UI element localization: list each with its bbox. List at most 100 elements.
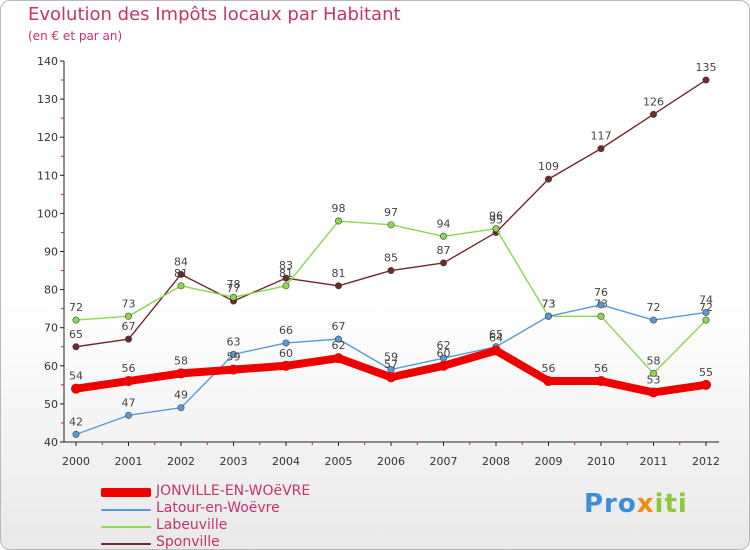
data-point: [281, 360, 291, 371]
legend-swatch: [101, 488, 151, 497]
data-label: 76: [594, 286, 608, 299]
data-point: [387, 221, 395, 229]
proxiti-logo: Proxiti: [584, 489, 688, 519]
data-point: [387, 267, 395, 275]
data-point: [125, 312, 133, 320]
data-point: [544, 175, 552, 183]
data-label: 62: [437, 339, 451, 352]
data-label: 74: [699, 293, 713, 306]
x-tick-label: 2000: [62, 455, 90, 468]
data-label: 55: [699, 366, 713, 379]
x-tick-label: 2005: [325, 455, 353, 468]
data-point: [334, 335, 342, 343]
logo-part-iti: iti: [654, 489, 688, 519]
data-label: 63: [227, 335, 241, 348]
data-label: 47: [122, 396, 136, 409]
data-point: [649, 369, 657, 377]
data-label: 135: [696, 61, 717, 74]
x-tick-label: 2007: [430, 455, 458, 468]
legend-swatch: [101, 509, 151, 511]
data-point: [72, 343, 80, 351]
data-point: [648, 387, 659, 398]
x-tick-label: 2009: [535, 455, 563, 468]
data-point: [649, 316, 657, 324]
data-point: [597, 312, 605, 320]
x-tick-label: 2006: [377, 455, 405, 468]
data-point: [543, 376, 554, 387]
data-label: 96: [489, 210, 503, 223]
data-point: [439, 259, 447, 267]
data-label: 65: [69, 328, 83, 341]
x-tick-label: 2011: [640, 455, 668, 468]
chart-title: Evolution des Impôts locaux par Habitant: [28, 4, 401, 25]
x-tick-label: 2002: [167, 455, 195, 468]
data-point: [282, 282, 290, 290]
y-tick-label: 40: [44, 436, 58, 449]
legend-label: Labeuville: [156, 517, 228, 533]
data-label: 58: [647, 354, 661, 367]
data-point: [125, 335, 133, 343]
x-tick-label: 2008: [482, 455, 510, 468]
data-point: [334, 217, 342, 225]
data-point: [334, 282, 342, 290]
data-point: [649, 110, 657, 118]
data-point: [544, 312, 552, 320]
legend-label: Sponville: [156, 534, 220, 550]
data-label: 56: [122, 362, 136, 375]
y-tick-label: 120: [37, 131, 58, 144]
data-label: 83: [279, 259, 293, 272]
y-tick-label: 140: [37, 55, 58, 68]
data-label: 54: [69, 370, 83, 383]
data-label: 56: [594, 362, 608, 375]
data-point: [492, 225, 500, 233]
data-label: 126: [643, 95, 664, 108]
data-label: 98: [332, 202, 346, 215]
data-label: 94: [437, 217, 451, 230]
data-label: 84: [174, 255, 188, 268]
data-label: 87: [437, 244, 451, 257]
data-label: 60: [437, 347, 451, 360]
data-label: 117: [591, 130, 612, 143]
data-label: 65: [489, 328, 503, 341]
data-point: [597, 145, 605, 153]
data-point: [72, 430, 80, 438]
data-label: 57: [384, 358, 398, 371]
data-point: [282, 274, 290, 282]
data-point: [333, 353, 344, 364]
data-point: [386, 372, 396, 383]
data-label: 78: [227, 278, 241, 291]
y-tick-label: 100: [37, 207, 58, 220]
data-label: 81: [174, 267, 188, 280]
data-label: 109: [538, 160, 559, 173]
x-tick-label: 2003: [220, 455, 248, 468]
y-tick-label: 60: [44, 360, 58, 373]
data-label: 73: [122, 297, 136, 310]
data-label: 67: [332, 320, 346, 333]
data-label: 72: [647, 301, 661, 314]
data-point: [230, 350, 238, 358]
legend-label: JONVILLE-EN-WOëVRE: [156, 483, 311, 499]
data-label: 64: [489, 332, 503, 345]
y-tick-label: 70: [44, 322, 58, 335]
data-label: 72: [69, 301, 83, 314]
data-point: [177, 270, 185, 278]
x-tick-label: 2004: [272, 455, 300, 468]
data-label: 81: [332, 267, 346, 280]
data-label: 81: [279, 267, 293, 280]
y-tick-label: 80: [44, 284, 58, 297]
data-point: [176, 368, 186, 379]
data-point: [702, 308, 710, 316]
data-label: 85: [384, 252, 398, 265]
data-point: [72, 316, 80, 324]
data-point: [125, 411, 133, 419]
data-label: 53: [647, 373, 661, 386]
logo-part-pro: Pro: [584, 489, 637, 519]
x-tick-label: 2012: [692, 455, 720, 468]
data-label: 59: [384, 351, 398, 364]
data-label: 59: [227, 351, 241, 364]
data-point: [123, 376, 134, 387]
data-label: 56: [542, 362, 556, 375]
data-point: [597, 301, 605, 309]
